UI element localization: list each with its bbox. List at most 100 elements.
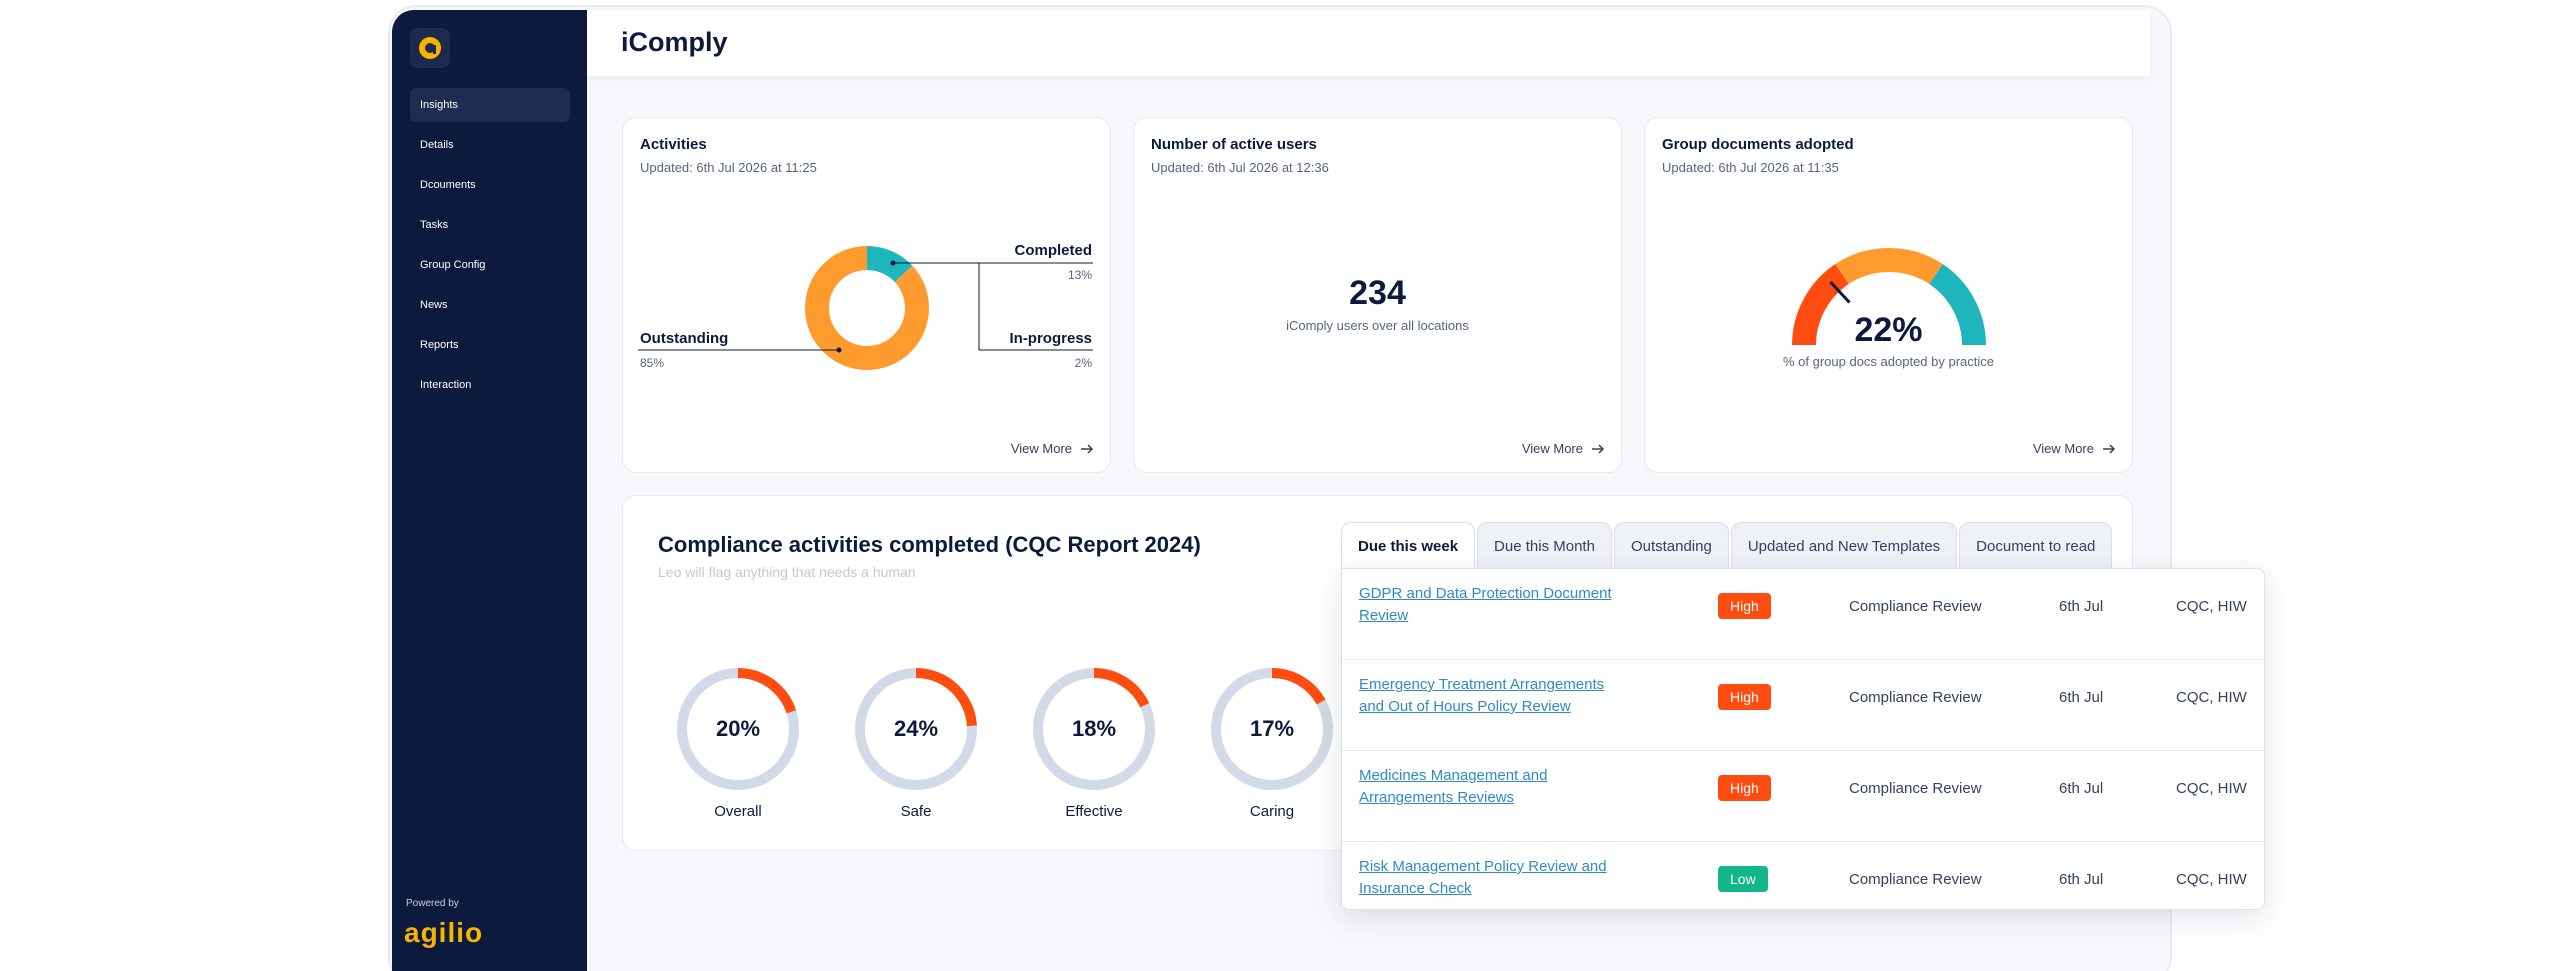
overall-value: 20% [716, 716, 760, 741]
safe-label: Safe [900, 803, 932, 820]
safe-value: 24% [894, 716, 938, 741]
sidebar-item-label: Dcouments [420, 179, 476, 191]
sidebar-item-label: Interaction [420, 379, 472, 391]
completed-marker [890, 260, 896, 266]
tab-document-to-read[interactable]: Document to read [1959, 522, 2113, 569]
arrow-right-icon [1592, 443, 1605, 454]
overall-progress-ring: 20% [677, 668, 799, 790]
table-row: Medicines Management and Arrangements Re… [1342, 751, 2264, 842]
sidebar: Insights Details Dcouments Tasks Group C… [392, 10, 587, 971]
view-more-link[interactable]: View More [2033, 441, 2116, 456]
active-users-caption: iComply users over all locations [1286, 318, 1469, 333]
view-more-label: View More [2032, 441, 2094, 456]
sidebar-item-insights[interactable]: Insights [410, 88, 570, 122]
inprogress-label: In-progress [1009, 330, 1092, 347]
sidebar-item-interaction[interactable]: Interaction [410, 368, 570, 402]
view-more-link[interactable]: View More [1522, 441, 1605, 456]
sidebar-item-details[interactable]: Details [410, 128, 570, 162]
priority-badge: High [1718, 775, 1771, 801]
task-regulators: CQC, HIW [2176, 780, 2247, 797]
gauge-segment-teal [1928, 264, 1986, 346]
task-regulators: CQC, HIW [2176, 871, 2247, 888]
sidebar-item-tasks[interactable]: Tasks [410, 208, 570, 242]
logo-icon [419, 37, 441, 59]
powered-by-label: Powered by [406, 898, 459, 909]
active-users-value: 234 [1349, 274, 1406, 312]
ring-safe: 24% Safe [851, 664, 981, 820]
task-due: 6th Jul [2059, 598, 2104, 615]
compliance-title: Compliance activities completed (CQC Rep… [658, 532, 1201, 557]
ring-overall: 20% Overall [673, 664, 803, 820]
priority-badge: Low [1718, 866, 1768, 892]
ring-caring: 17% Caring [1207, 664, 1337, 820]
gauge-segment-orange [1835, 248, 1943, 285]
top-bar: iComply [587, 10, 2150, 76]
caring-progress-arc [1211, 668, 1333, 790]
task-table: GDPR and Data Protection Document Review… [1341, 568, 2265, 910]
task-link[interactable]: Emergency Treatment Arrangements and Out… [1359, 676, 1605, 715]
caring-label: Caring [1249, 803, 1295, 820]
completed-pct: 13% [1067, 268, 1092, 282]
card-title: Activities [640, 136, 707, 153]
task-due: 6th Jul [2059, 689, 2104, 706]
overall-progress-arc [677, 668, 799, 790]
task-link[interactable]: Medicines Management and Arrangements Re… [1359, 767, 1548, 806]
tab-due-this-month[interactable]: Due this Month [1477, 522, 1612, 569]
effective-progress-ring: 18% [1033, 668, 1155, 790]
completed-label: Completed [1014, 242, 1092, 259]
task-regulators: CQC, HIW [2176, 689, 2247, 706]
tab-outstanding[interactable]: Outstanding [1613, 522, 1729, 569]
tab-due-this-week[interactable]: Due this week [1341, 522, 1476, 569]
inprogress-pct: 2% [1074, 356, 1092, 370]
card-updated: Updated: 6th Jul 2026 at 12:36 [1151, 160, 1329, 175]
task-type: Compliance Review [1849, 871, 1982, 888]
group-docs-caption: % of group docs adopted by practice [1782, 354, 1995, 369]
sidebar-item-news[interactable]: News [410, 288, 570, 322]
task-link[interactable]: GDPR and Data Protection Document Review [1359, 585, 1612, 624]
compliance-subtitle: Leo will flag anything that needs a huma… [658, 564, 916, 580]
card-updated: Updated: 6th Jul 2026 at 11:35 [1662, 160, 1839, 175]
task-due: 6th Jul [2059, 871, 2104, 888]
effective-label: Effective [1065, 803, 1123, 820]
sidebar-item-label: Reports [420, 339, 459, 351]
card-title: Number of active users [1151, 136, 1317, 153]
sidebar-item-label: Tasks [420, 219, 449, 231]
effective-value: 18% [1072, 716, 1116, 741]
app-logo[interactable] [410, 28, 450, 68]
active-users-card: Number of active users Updated: 6th Jul … [1133, 117, 1622, 473]
group-docs-gauge [1792, 248, 1986, 346]
sidebar-nav: Insights Details Dcouments Tasks Group C… [410, 88, 570, 408]
overall-label: Overall [714, 803, 762, 820]
sidebar-item-group-config[interactable]: Group Config [410, 248, 570, 282]
group-documents-card: Group documents adopted Updated: 6th Jul… [1644, 117, 2133, 473]
activities-card: Activities Updated: 6th Jul 2026 at 11:2… [622, 117, 1111, 473]
table-row: Emergency Treatment Arrangements and Out… [1342, 660, 2264, 751]
table-row: GDPR and Data Protection Document Review… [1342, 569, 2264, 660]
donut-slice-outstanding [805, 246, 929, 370]
sidebar-item-label: News [420, 299, 448, 311]
brand-logo: agilio [404, 917, 484, 948]
sidebar-item-label: Details [420, 139, 454, 151]
safe-progress-arc [855, 668, 977, 790]
ring-effective: 18% Effective [1029, 664, 1159, 820]
task-link[interactable]: Risk Management Policy Review and Insura… [1359, 858, 1607, 897]
group-docs-value: 22% [1854, 311, 1923, 349]
card-updated: Updated: 6th Jul 2026 at 11:25 [640, 160, 817, 175]
sidebar-item-reports[interactable]: Reports [410, 328, 570, 362]
effective-progress-arc [1033, 668, 1155, 790]
safe-progress-ring: 24% [855, 668, 977, 790]
card-title: Group documents adopted [1662, 136, 1854, 153]
inprogress-leader-line [978, 263, 1093, 351]
view-more-label: View More [1521, 441, 1583, 456]
caring-progress-ring: 17% [1211, 668, 1333, 790]
tab-updated-new-templates[interactable]: Updated and New Templates [1730, 522, 1958, 569]
caring-value: 17% [1250, 716, 1294, 741]
sidebar-item-label: Group Config [420, 259, 486, 271]
priority-badge: High [1718, 684, 1771, 710]
arrow-right-icon [2103, 443, 2116, 454]
task-type: Compliance Review [1849, 780, 1982, 797]
view-more-link[interactable]: View More [1011, 441, 1094, 456]
task-type: Compliance Review [1849, 598, 1982, 615]
sidebar-item-documents[interactable]: Dcouments [410, 168, 570, 202]
outstanding-pct: 85% [640, 356, 665, 370]
